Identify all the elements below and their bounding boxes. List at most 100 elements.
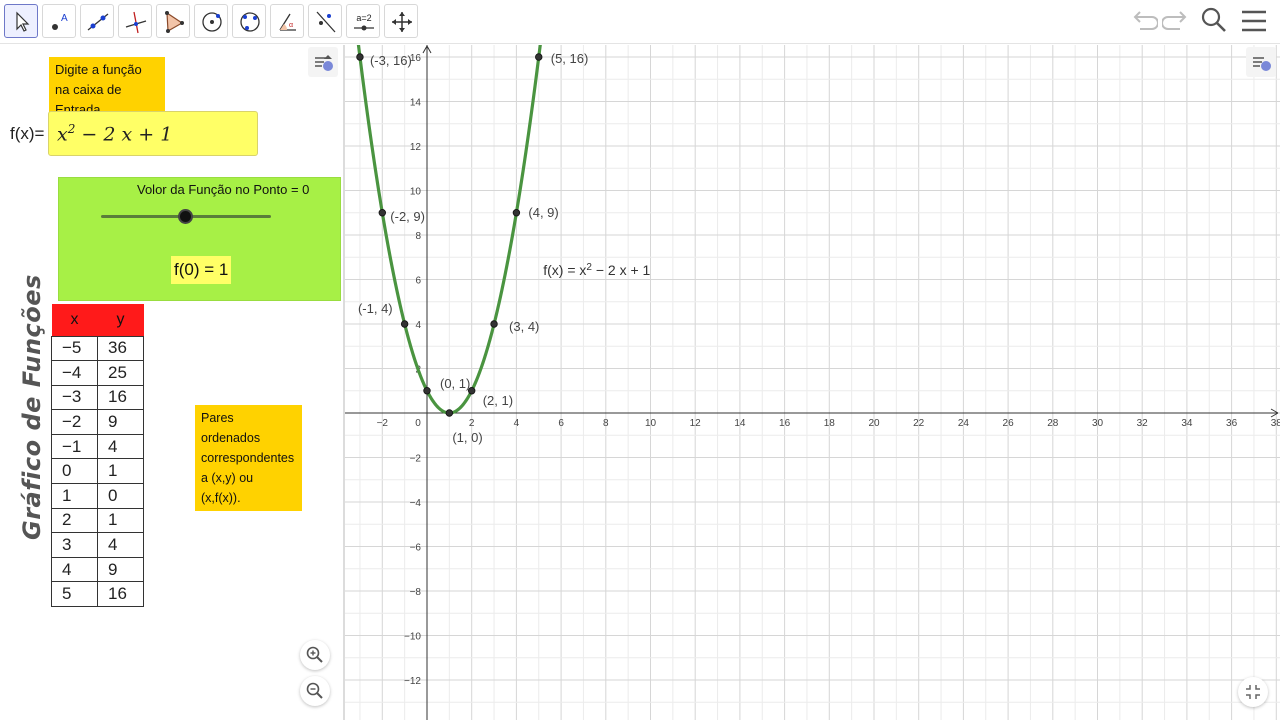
move-graphics-view-tool[interactable]	[384, 4, 418, 38]
point-tool[interactable]: A	[42, 4, 76, 38]
table-cell-x: 4	[51, 556, 98, 583]
table-cell-x: −4	[51, 360, 98, 386]
graphics-style-bar-toggle[interactable]	[1246, 47, 1276, 77]
slider-knob[interactable]	[178, 209, 193, 224]
move-arrows-icon	[392, 12, 412, 32]
table-cell-y: 25	[97, 360, 144, 386]
polygon-tool[interactable]	[156, 4, 190, 38]
y-tick-label: −4	[410, 498, 422, 509]
function-graph-label: f(x) = x2 − 2 x + 1	[543, 262, 650, 278]
function-value-at-point: f(0) = 1	[171, 256, 232, 284]
undo-button[interactable]	[1130, 6, 1162, 38]
y-tick-label: −6	[410, 543, 422, 554]
svg-text:α: α	[289, 22, 293, 29]
zoom-in-button[interactable]	[300, 640, 330, 670]
table-header-y: y	[97, 304, 144, 336]
x-tick-label: 20	[868, 418, 880, 429]
y-tick-label: 12	[410, 142, 422, 153]
conic-tool[interactable]	[232, 4, 266, 38]
table-cell-y: 4	[97, 532, 144, 558]
table-header-x: x	[51, 304, 98, 336]
table-cell-x: 5	[51, 581, 98, 608]
fullscreen-button[interactable]	[1238, 677, 1268, 707]
search-button[interactable]	[1200, 6, 1232, 38]
line-tool[interactable]	[80, 4, 114, 38]
table-row: −5 36	[51, 335, 144, 362]
y-tick-label: 16	[410, 53, 422, 64]
table-cell-x: 0	[51, 458, 98, 485]
circle-tool[interactable]	[194, 4, 228, 38]
style-bar-icon	[1253, 57, 1271, 71]
redo-button[interactable]	[1162, 6, 1194, 38]
y-tick-label: 10	[410, 187, 422, 198]
undo-icon	[1133, 11, 1158, 30]
x-axis-arrow	[1270, 408, 1279, 418]
point[interactable]	[400, 320, 409, 328]
x-tick-label: 26	[1003, 418, 1015, 429]
search-icon	[1201, 7, 1226, 32]
point-label: (-3, 16)	[370, 53, 412, 68]
table-cell-y: 1	[97, 458, 144, 485]
point[interactable]	[512, 209, 521, 217]
reflect-tool[interactable]	[308, 4, 342, 38]
point[interactable]	[490, 320, 498, 328]
x-tick-label: 18	[824, 418, 836, 429]
function-curve[interactable]	[345, 45, 561, 415]
slider-tool[interactable]: a=2	[346, 4, 380, 38]
point-label: (2, 1)	[483, 393, 513, 408]
zoom-out-button[interactable]	[300, 676, 330, 706]
table-cell-y: 0	[97, 483, 144, 509]
x-tick-label: 22	[913, 418, 925, 429]
angle-icon: α	[279, 13, 296, 31]
move-tool[interactable]	[4, 4, 38, 38]
panel-divider[interactable]	[343, 45, 345, 720]
x-tick-label: 38	[1271, 418, 1280, 429]
x-tick-label: 6	[558, 418, 564, 429]
x-tick-label: 32	[1137, 418, 1149, 429]
x-tick-label: −2	[377, 418, 389, 429]
menu-icon	[1242, 10, 1266, 32]
point[interactable]	[467, 387, 476, 395]
y-tick-label: 4	[415, 320, 421, 331]
table-row: −1 4	[51, 433, 144, 460]
function-graph-label-part: f(x) = x	[543, 262, 586, 278]
point[interactable]	[445, 409, 454, 417]
function-graph-label-part: 2	[586, 262, 592, 273]
zoom-in-icon	[306, 646, 323, 663]
table-cell-y: 9	[97, 556, 144, 583]
x-tick-label: 28	[1047, 418, 1059, 429]
point-label: (4, 9)	[528, 205, 558, 220]
circle-icon	[202, 12, 222, 32]
graphics-view[interactable]: −2 0 2 4 6 8 10 12 14 16 18 20 22 24 26 28 30 32 34 36 38 16 1…	[345, 45, 1280, 720]
y-tick-label: −8	[410, 587, 422, 598]
x-tick-label: 2	[469, 418, 475, 429]
x-tick-label: 24	[958, 418, 970, 429]
toolbar: A α a=2	[0, 0, 1280, 44]
function-label: f(x)=	[10, 124, 45, 143]
angle-tool[interactable]: α	[270, 4, 304, 38]
point[interactable]	[535, 53, 543, 61]
cursor-icon	[16, 11, 30, 32]
x-tick-label: 4	[514, 418, 520, 429]
point[interactable]	[378, 209, 386, 217]
table-cell-x: −2	[51, 409, 98, 435]
x-tick-label: 0	[415, 418, 421, 429]
perpendicular-line-tool[interactable]	[118, 4, 152, 38]
ordered-pairs-note: Pares ordenados correspondentes a (x,y) …	[195, 405, 302, 511]
table-cell-x: −5	[51, 335, 98, 362]
function-input[interactable]: x2 − 2 x + 1	[48, 111, 258, 156]
function-input-rest: − 2 x + 1	[75, 123, 173, 146]
function-input-base: x	[57, 123, 68, 146]
table-cell-x: 1	[51, 483, 98, 509]
point[interactable]	[423, 387, 431, 395]
zoom-out-icon	[306, 682, 323, 699]
xy-table: x y −5 36 −4 25 −3 16 −2 9 −1 4 0 1 1 0 2 1 3 4 4 9 5 16	[51, 304, 144, 608]
y-tick-label: 14	[410, 98, 422, 109]
line-icon	[87, 13, 109, 31]
table-row: −3 16	[51, 384, 144, 411]
style-bar-toggle[interactable]	[308, 47, 338, 77]
menu-button[interactable]	[1240, 6, 1272, 38]
point[interactable]	[356, 53, 364, 61]
graph-canvas[interactable]: −2 0 2 4 6 8 10 12 14 16 18 20 22 24 26 28 30 32 34 36 38161…	[345, 45, 1280, 720]
